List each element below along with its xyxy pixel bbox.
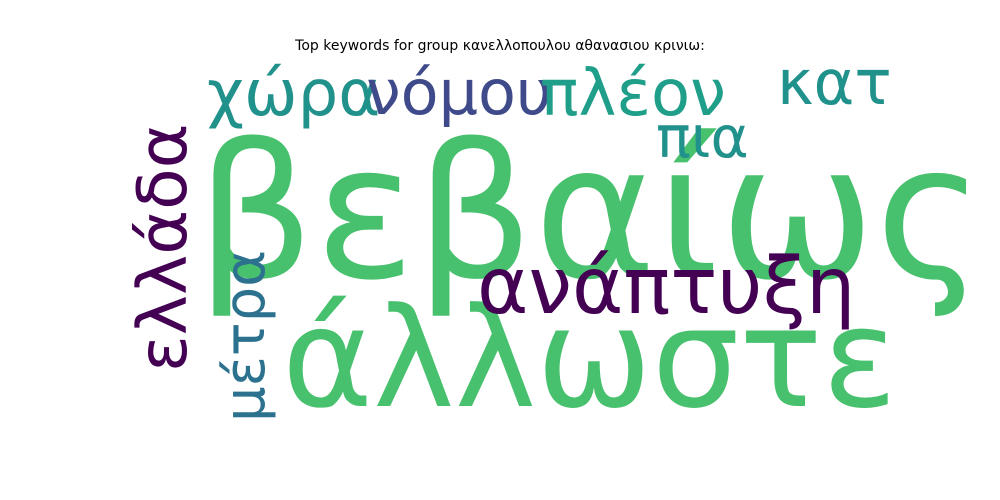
word-vevaios: βεβαίως xyxy=(196,104,985,321)
word-kat: κατ xyxy=(777,46,892,119)
word-ellada: ελλάδα xyxy=(124,123,203,373)
word-anaptyxh: ανάπτυξη xyxy=(477,242,856,332)
chart-title: Top keywords for group κανελλοπουλου αθα… xyxy=(295,38,705,54)
word-pleon: πλέον xyxy=(540,57,726,131)
word-nomou: νόμου xyxy=(366,56,552,129)
word-metra: μέτρα xyxy=(213,249,278,422)
word-xwra: χώρα xyxy=(207,57,381,131)
word-allwste: άλλωστε xyxy=(282,278,898,439)
word-pia: πια xyxy=(656,103,749,171)
